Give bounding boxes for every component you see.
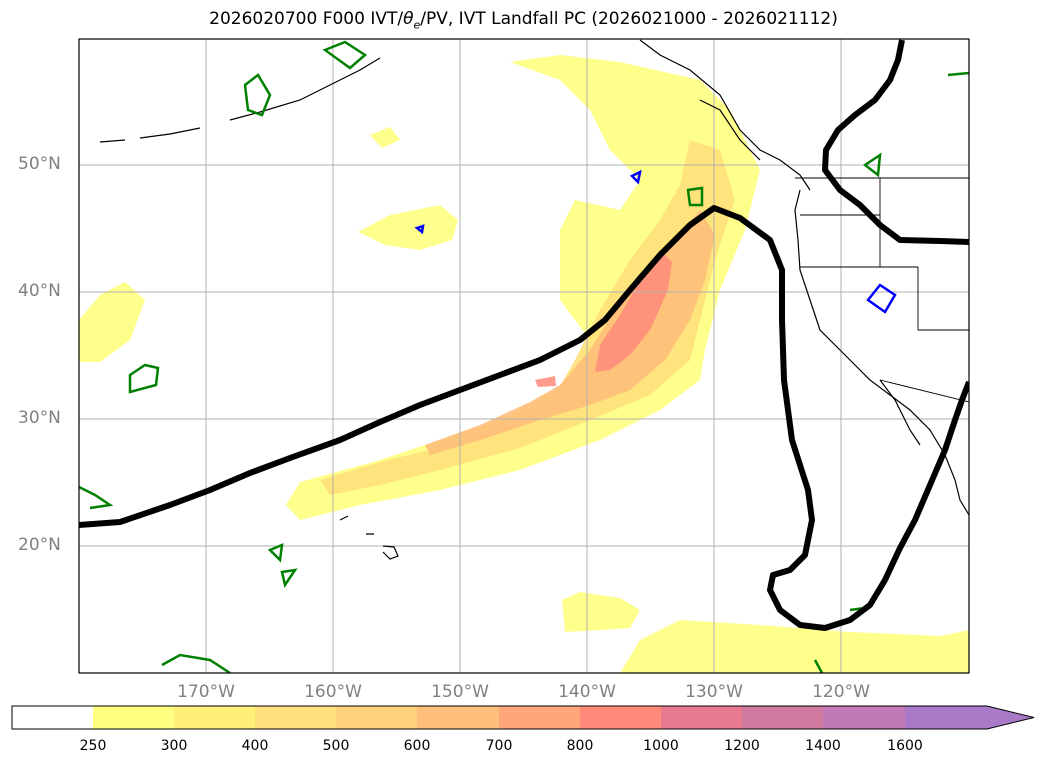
ivt-250-shade-west	[79, 282, 145, 362]
canada-islands	[699, 99, 761, 161]
landfall-pc-main-contour	[79, 205, 969, 631]
pv-contour-coast	[686, 186, 704, 207]
pv-contour-hawaii-1	[267, 543, 298, 589]
colorbar-tick-label: 400	[241, 738, 269, 754]
colorbar-tick-label: 300	[160, 738, 188, 754]
colorbar-tick-label: 500	[322, 738, 350, 754]
colorbar	[11, 705, 1035, 730]
west-coast-na	[794, 189, 969, 516]
pv-contour-alaska	[243, 73, 272, 117]
colorbar-segment	[336, 706, 417, 729]
ivt-800-shade	[595, 250, 672, 372]
colorbar-tick-label: 700	[485, 738, 513, 754]
colorbar-segment	[499, 706, 580, 729]
ivt-shading	[79, 55, 969, 673]
pv-contour-west	[128, 363, 160, 394]
ivt-landfall-pc-contours	[79, 39, 969, 631]
alaska-coast	[639, 39, 811, 191]
ivt-800-shade-small	[535, 376, 556, 387]
pv-contour-far-east	[947, 71, 969, 77]
ivt-250-shade	[286, 55, 760, 520]
theta-e-contours	[414, 169, 897, 314]
plot-title: 2026020700 F000 IVT/θe/PV, IVT Landfall …	[209, 9, 838, 32]
lat-label-30n: 30°N	[18, 408, 61, 428]
lon-label-130w: 130°W	[685, 682, 743, 702]
colorbar-tick-label: 800	[566, 738, 594, 754]
gridlines	[79, 39, 969, 673]
pv-contours	[79, 40, 969, 673]
theta-e-contour-east	[866, 283, 897, 314]
colorbar-segment	[93, 706, 174, 729]
colorbar-tick-label: 1000	[643, 738, 679, 754]
colorbar-outline	[11, 705, 1035, 730]
lat-label-40n: 40°N	[18, 281, 61, 301]
colorbar-tick-label: 1600	[887, 738, 923, 754]
colorbar-segment	[255, 706, 336, 729]
lon-label-170w: 170°W	[177, 682, 235, 702]
lat-label-50n: 50°N	[18, 154, 61, 174]
colorbar-tick-label: 1400	[805, 738, 841, 754]
pv-contour-interior	[862, 152, 882, 178]
colorbar-segment	[742, 706, 823, 729]
colorbar-segment	[823, 706, 905, 729]
colorbar-tick-label: 250	[79, 738, 107, 754]
lon-label-150w: 150°W	[431, 682, 489, 702]
colorbar-tick-label: 600	[403, 738, 431, 754]
map-frame-background	[79, 39, 969, 673]
lon-label-120w: 120°W	[812, 682, 870, 702]
pv-contour-south	[161, 653, 231, 673]
colorbar-extend-arrow	[987, 706, 1034, 729]
colorbar-segment	[905, 706, 987, 729]
theta-e-contour-offshore	[629, 169, 642, 185]
colorbar-segment	[12, 706, 93, 729]
lat-label-20n: 20°N	[18, 535, 61, 555]
theta-e-contour-mid	[414, 224, 425, 235]
colorbar-segment	[661, 706, 742, 729]
ivt-250-shade-mid	[358, 205, 458, 250]
pv-contour-edge	[79, 485, 114, 510]
colorbar-segment	[174, 706, 255, 729]
us-mexico-border	[879, 379, 969, 403]
ivt-250-shade-south	[562, 592, 640, 632]
colorbar-tick-label: 1200	[724, 738, 760, 754]
lon-label-140w: 140°W	[558, 682, 616, 702]
colorbar-segment	[580, 706, 661, 729]
landfall-pc-north-contour	[822, 39, 969, 245]
colorbar-segment	[417, 706, 499, 729]
pv-contour-north	[322, 40, 368, 70]
ivt-250-shade-small	[370, 127, 400, 148]
map-frame-border	[78, 38, 970, 674]
baja-peninsula	[879, 379, 921, 446]
lon-label-160w: 160°W	[304, 682, 362, 702]
ivt-250-shade-southeast	[620, 620, 969, 673]
hawaii-islands	[339, 515, 399, 560]
ivt-600-shade	[425, 210, 715, 455]
